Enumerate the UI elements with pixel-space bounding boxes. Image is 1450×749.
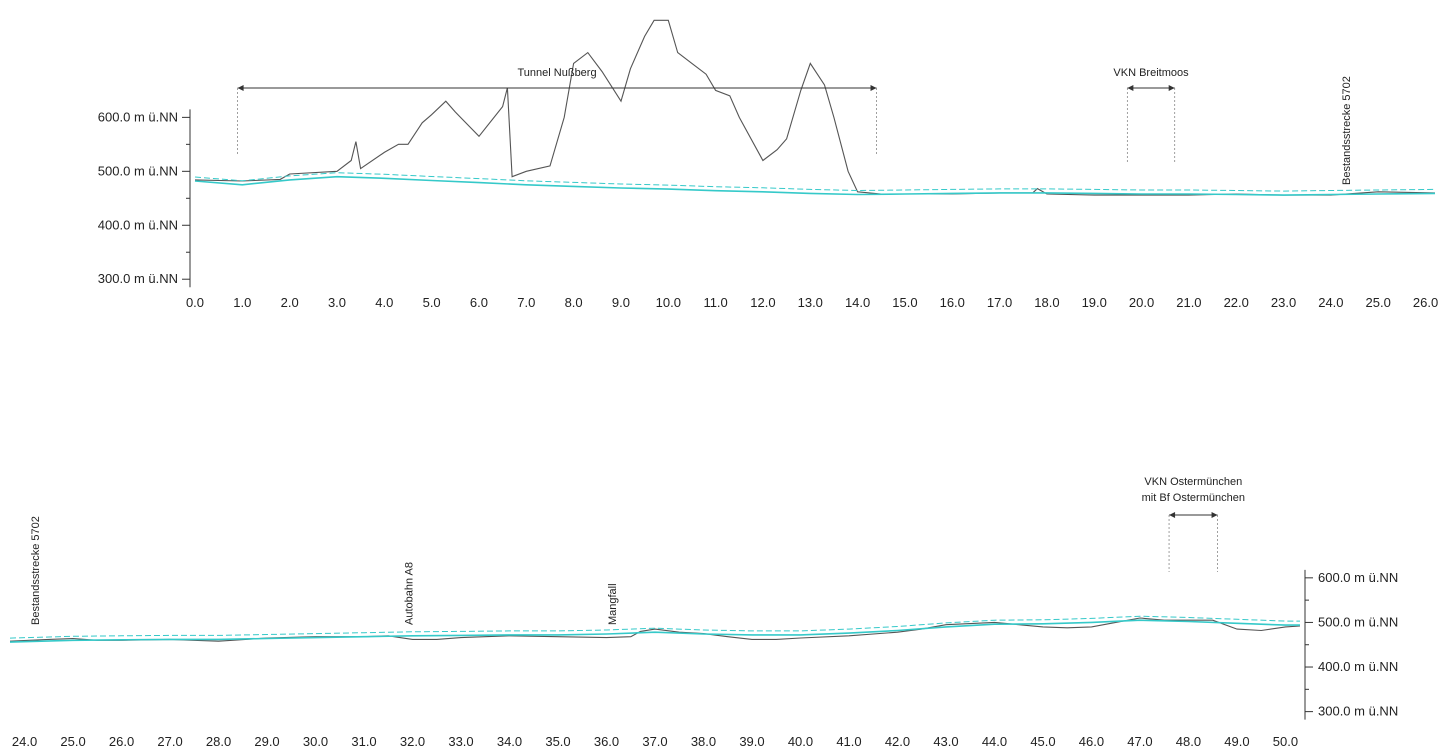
x-tick-label: 28.0 (206, 734, 231, 749)
y-tick-label: 600.0 m ü.NN (98, 109, 178, 124)
y-tick-label: 400.0 m ü.NN (1318, 659, 1398, 674)
x-tick-label: 41.0 (836, 734, 861, 749)
x-tick-label: 10.0 (656, 295, 681, 310)
x-tick-label: 39.0 (739, 734, 764, 749)
span-arrow-right (1168, 85, 1175, 91)
x-tick-label: 36.0 (594, 734, 619, 749)
y-tick-label: 300.0 m ü.NN (98, 271, 178, 286)
x-tick-label: 46.0 (1079, 734, 1104, 749)
x-tick-label: 31.0 (351, 734, 376, 749)
x-tick-label: 7.0 (517, 295, 535, 310)
x-tick-label: 40.0 (788, 734, 813, 749)
x-tick-label: 25.0 (1366, 295, 1391, 310)
x-tick-label: 29.0 (254, 734, 279, 749)
x-tick-label: 1.0 (233, 295, 251, 310)
x-tick-label: 6.0 (470, 295, 488, 310)
y-tick-label: 400.0 m ü.NN (98, 217, 178, 232)
span-label: Tunnel Nußberg (518, 67, 597, 79)
track-secondary-line (194, 172, 1436, 192)
span-arrow-left (237, 85, 244, 91)
x-tick-label: 47.0 (1127, 734, 1152, 749)
x-tick-label: 35.0 (545, 734, 570, 749)
top-profile-panel: 600.0 m ü.NN 500.0 m ü.NN 400.0 m ü.NN 300.… (98, 19, 1438, 310)
x-tick-label: 3.0 (328, 295, 346, 310)
x-tick-label: 16.0 (940, 295, 965, 310)
x-tick-label: 23.0 (1271, 295, 1296, 310)
x-tick-label: 49.0 (1224, 734, 1249, 749)
x-tick-label: 11.0 (703, 295, 727, 310)
x-tick-label: 15.0 (892, 295, 917, 310)
x-tick-label: 20.0 (1129, 295, 1154, 310)
x-tick-label: 18.0 (1034, 295, 1059, 310)
y-tick-label: 600.0 m ü.NN (1318, 570, 1398, 585)
span-label: VKN Breitmoos (1113, 67, 1189, 79)
y-tick-label: 300.0 m ü.NN (1318, 704, 1398, 719)
span-arrow-right (870, 85, 877, 91)
x-tick-label: 43.0 (933, 734, 958, 749)
x-tick-label: 26.0 (109, 734, 134, 749)
x-tick-label: 17.0 (987, 295, 1012, 310)
x-tick-label: 45.0 (1030, 734, 1055, 749)
x-tick-label: 19.0 (1082, 295, 1107, 310)
x-tick-label: 24.0 (1318, 295, 1343, 310)
x-tick-label: 42.0 (885, 734, 910, 749)
x-tick-label: 9.0 (612, 295, 630, 310)
x-tick-label: 13.0 (798, 295, 823, 310)
x-tick-label: 25.0 (60, 734, 85, 749)
y-tick-label: 500.0 m ü.NN (1318, 614, 1398, 629)
span-arrow-left (1169, 512, 1176, 518)
vertical-annotation-label: Bestandsstrecke 5702 (30, 516, 42, 625)
track-secondary-line (9, 615, 1300, 639)
x-tick-label: 48.0 (1176, 734, 1201, 749)
x-tick-label: 30.0 (303, 734, 328, 749)
vertical-annotation-label: Mangfall (607, 583, 619, 625)
x-tick-label: 21.0 (1176, 295, 1201, 310)
x-tick-label: 24.0 (12, 734, 37, 749)
x-tick-label: 44.0 (982, 734, 1007, 749)
x-tick-label: 12.0 (750, 295, 775, 310)
terrain-line (194, 19, 1436, 196)
x-tick-label: 5.0 (423, 295, 441, 310)
vertical-annotation-label: Autobahn A8 (404, 562, 416, 625)
track-gradient-line (194, 175, 1436, 196)
track-gradient-line (9, 619, 1300, 643)
x-tick-label: 37.0 (642, 734, 667, 749)
bottom-profile-panel: 600.0 m ü.NN 500.0 m ü.NN 400.0 m ü.NN 300.… (9, 476, 1398, 749)
x-tick-label: 14.0 (845, 295, 870, 310)
x-tick-label: 27.0 (157, 734, 182, 749)
x-tick-label: 50.0 (1273, 734, 1298, 749)
x-tick-label: 2.0 (281, 295, 299, 310)
span-arrow-left (1127, 85, 1134, 91)
x-tick-label: 0.0 (186, 295, 204, 310)
x-tick-label: 38.0 (691, 734, 716, 749)
span-arrow-right (1211, 512, 1218, 518)
x-tick-label: 34.0 (497, 734, 522, 749)
x-tick-label: 4.0 (375, 295, 393, 310)
x-tick-label: 22.0 (1224, 295, 1249, 310)
x-tick-label: 26.0 (1413, 295, 1438, 310)
span-label: VKN Ostermünchen (1144, 476, 1242, 488)
x-tick-label: 32.0 (400, 734, 425, 749)
x-tick-label: 8.0 (565, 295, 583, 310)
y-tick-label: 500.0 m ü.NN (98, 163, 178, 178)
vertical-annotation-label: Bestandsstrecke 5702 (1341, 76, 1353, 185)
x-tick-label: 33.0 (448, 734, 473, 749)
span-label-secondary: mit Bf Ostermünchen (1142, 492, 1245, 504)
